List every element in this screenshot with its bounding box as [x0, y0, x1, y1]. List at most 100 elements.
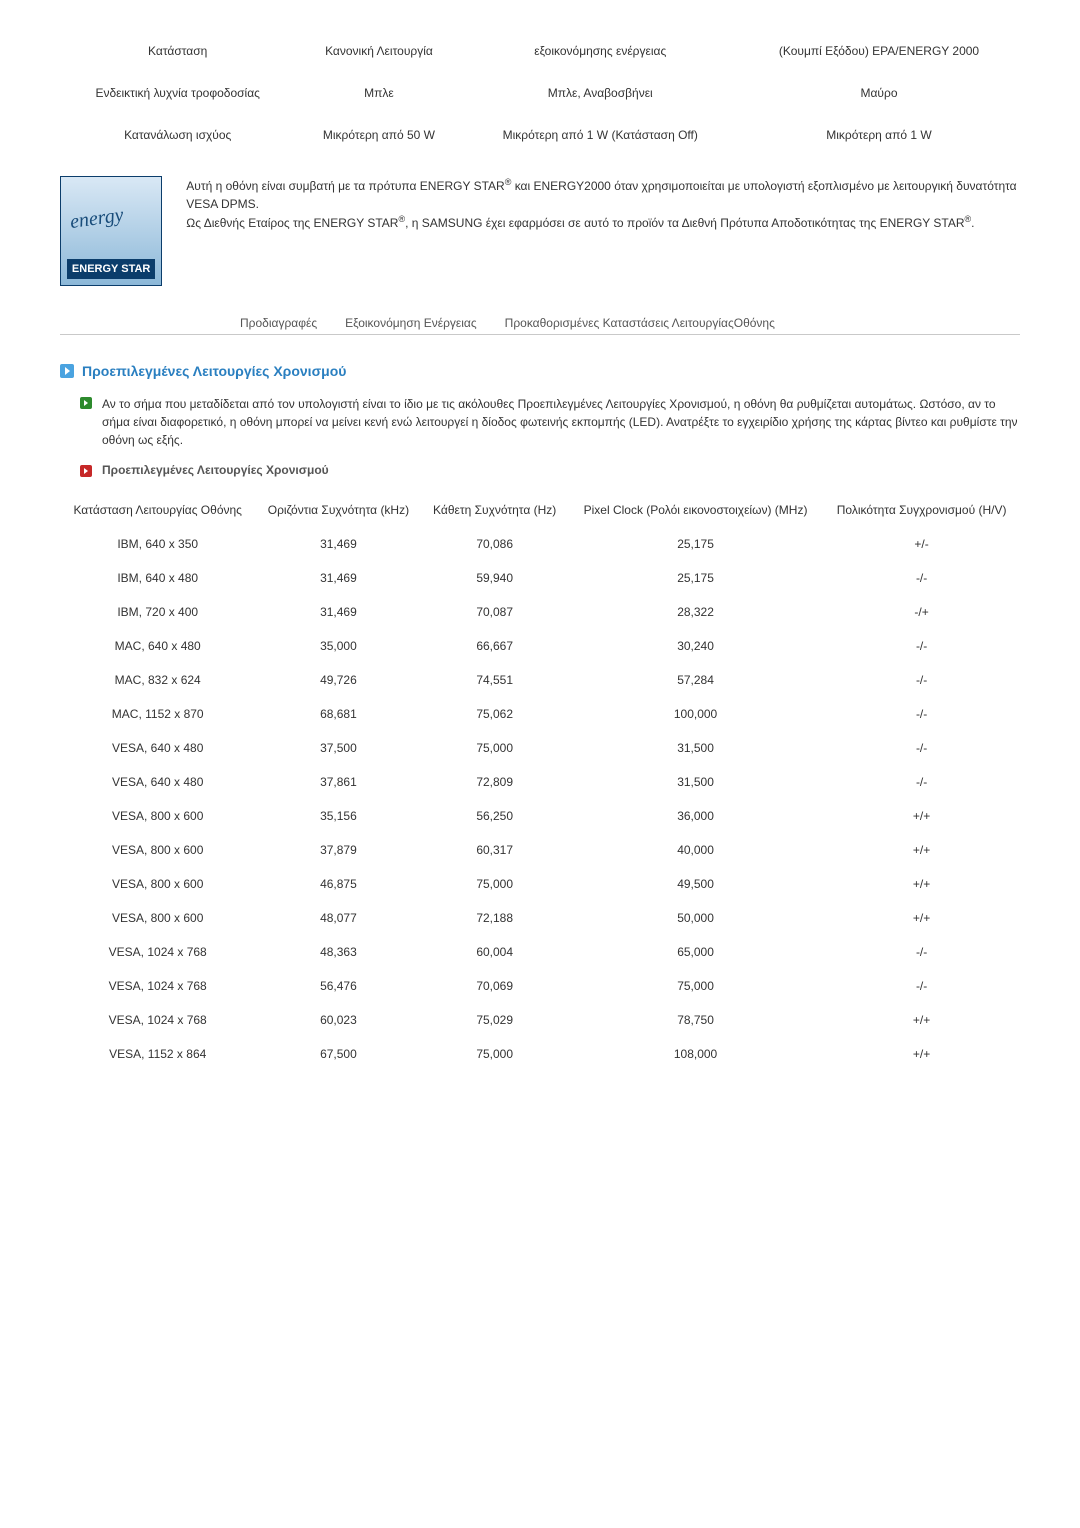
table-cell: IBM, 720 x 400: [60, 595, 255, 629]
table-cell: VESA, 1024 x 768: [60, 969, 255, 1003]
intro-paragraph: Αν το σήμα που μεταδίδεται από τον υπολο…: [102, 395, 1020, 449]
table-cell: 48,363: [255, 935, 421, 969]
table-cell: 72,809: [421, 765, 567, 799]
energy-text-p2a: Ως Διεθνής Εταίρος της ENERGY STAR: [186, 216, 398, 230]
table-cell: Μπλε: [295, 72, 462, 114]
table-cell: 56,250: [421, 799, 567, 833]
table-row: VESA, 800 x 60046,87575,00049,500+/+: [60, 867, 1020, 901]
energy-star-script: energy: [69, 199, 162, 251]
table-cell: 35,000: [255, 629, 421, 663]
table-cell: 74,551: [421, 663, 567, 697]
bullet-green-icon: [80, 397, 92, 409]
table-cell: 75,000: [421, 731, 567, 765]
modes-h3: Κάθετη Συχνότητα (Hz): [421, 493, 567, 527]
table-cell: +/+: [823, 901, 1020, 935]
table-cell: -/+: [823, 595, 1020, 629]
table-cell: 46,875: [255, 867, 421, 901]
table-cell: 36,000: [568, 799, 823, 833]
modes-h2: Οριζόντια Συχνότητα (kHz): [255, 493, 421, 527]
table-cell: +/-: [823, 527, 1020, 561]
modes-tbody: IBM, 640 x 35031,46970,08625,175+/-IBM, …: [60, 527, 1020, 1071]
table-cell: Κατανάλωση ισχύος: [60, 114, 295, 156]
table-row: MAC, 832 x 62449,72674,55157,284-/-: [60, 663, 1020, 697]
table-cell: VESA, 800 x 600: [60, 799, 255, 833]
modes-h4: Pixel Clock (Ρολόι εικονοστοιχείων) (MHz…: [568, 493, 823, 527]
table-cell: 57,284: [568, 663, 823, 697]
table-cell: 49,726: [255, 663, 421, 697]
table-cell: 35,156: [255, 799, 421, 833]
table-cell: MAC, 1152 x 870: [60, 697, 255, 731]
timing-modes-table: Κατάσταση Λειτουργίας Οθόνης Οριζόντια Σ…: [60, 493, 1020, 1071]
table-row: IBM, 640 x 48031,46959,94025,175-/-: [60, 561, 1020, 595]
table-cell: VESA, 640 x 480: [60, 765, 255, 799]
sub-head-text: Προεπιλεγμένες Λειτουργίες Χρονισμού: [102, 463, 329, 477]
table-cell: 37,500: [255, 731, 421, 765]
table-row: VESA, 640 x 48037,50075,00031,500-/-: [60, 731, 1020, 765]
table-cell: 40,000: [568, 833, 823, 867]
table-cell: VESA, 800 x 600: [60, 833, 255, 867]
table-cell: 56,476: [255, 969, 421, 1003]
table-cell: 60,023: [255, 1003, 421, 1037]
table-cell: 67,500: [255, 1037, 421, 1071]
table-cell: 70,069: [421, 969, 567, 1003]
table-cell: 108,000: [568, 1037, 823, 1071]
table-row: VESA, 1152 x 86467,50075,000108,000+/+: [60, 1037, 1020, 1071]
table-cell: 31,500: [568, 765, 823, 799]
table-row: VESA, 800 x 60035,15656,25036,000+/+: [60, 799, 1020, 833]
energy-star-text: Αυτή η οθόνη είναι συμβατή με τα πρότυπα…: [186, 176, 1020, 232]
power-states-table: ΚατάστασηΚανονική Λειτουργίαεξοικονόμηση…: [60, 30, 1020, 156]
table-cell: 78,750: [568, 1003, 823, 1037]
table-cell: IBM, 640 x 350: [60, 527, 255, 561]
bullet-red-icon: [80, 465, 92, 477]
tab-preset-modes[interactable]: Προκαθορισμένες Καταστάσεις ΛειτουργίαςΟ…: [505, 316, 775, 330]
energy-star-logo: energy ENERGY STAR: [60, 176, 162, 286]
table-cell: εξοικονόμησης ενέργειας: [463, 30, 738, 72]
table-cell: VESA, 1024 x 768: [60, 935, 255, 969]
table-cell: 66,667: [421, 629, 567, 663]
table-row: VESA, 800 x 60048,07772,18850,000+/+: [60, 901, 1020, 935]
table-row: IBM, 640 x 35031,46970,08625,175+/-: [60, 527, 1020, 561]
table-cell: 65,000: [568, 935, 823, 969]
table-cell: -/-: [823, 731, 1020, 765]
table-cell: Μικρότερη από 1 W: [738, 114, 1020, 156]
table-cell: VESA, 1024 x 768: [60, 1003, 255, 1037]
energy-text-p2: Ως Διεθνής Εταίρος της ENERGY STAR®, η S…: [186, 213, 1020, 232]
table-cell: 75,000: [421, 867, 567, 901]
table-row: MAC, 1152 x 87068,68175,062100,000-/-: [60, 697, 1020, 731]
table-cell: MAC, 832 x 624: [60, 663, 255, 697]
table-cell: Μικρότερη από 1 W (Κατάσταση Off): [463, 114, 738, 156]
energy-text-p1: Αυτή η οθόνη είναι συμβατή με τα πρότυπα…: [186, 176, 1020, 213]
table-cell: -/-: [823, 561, 1020, 595]
table-row: ΚατάστασηΚανονική Λειτουργίαεξοικονόμηση…: [60, 30, 1020, 72]
power-states-tbody: ΚατάστασηΚανονική Λειτουργίαεξοικονόμηση…: [60, 30, 1020, 156]
energy-text-p2b: , η SAMSUNG έχει εφαρμόσει σε αυτό το πρ…: [405, 216, 964, 230]
table-cell: MAC, 640 x 480: [60, 629, 255, 663]
table-cell: Μικρότερη από 50 W: [295, 114, 462, 156]
tab-specs[interactable]: Προδιαγραφές: [240, 316, 317, 330]
table-cell: Ενδεικτική λυχνία τροφοδοσίας: [60, 72, 295, 114]
table-cell: VESA, 800 x 600: [60, 867, 255, 901]
intro-row: Αν το σήμα που μεταδίδεται από τον υπολο…: [80, 395, 1020, 449]
table-cell: 70,087: [421, 595, 567, 629]
table-cell: 68,681: [255, 697, 421, 731]
table-cell: Μπλε, Αναβοσβήνει: [463, 72, 738, 114]
table-cell: -/-: [823, 697, 1020, 731]
table-cell: 60,004: [421, 935, 567, 969]
table-cell: 59,940: [421, 561, 567, 595]
table-cell: Κατάσταση: [60, 30, 295, 72]
table-cell: Κανονική Λειτουργία: [295, 30, 462, 72]
table-cell: 25,175: [568, 527, 823, 561]
table-row: IBM, 720 x 40031,46970,08728,322-/+: [60, 595, 1020, 629]
table-row: VESA, 1024 x 76848,36360,00465,000-/-: [60, 935, 1020, 969]
table-cell: 28,322: [568, 595, 823, 629]
table-cell: Μαύρο: [738, 72, 1020, 114]
table-cell: 49,500: [568, 867, 823, 901]
table-cell: VESA, 640 x 480: [60, 731, 255, 765]
energy-text-p1a: Αυτή η οθόνη είναι συμβατή με τα πρότυπα…: [186, 179, 504, 193]
modes-header-row: Κατάσταση Λειτουργίας Οθόνης Οριζόντια Σ…: [60, 493, 1020, 527]
table-row: VESA, 800 x 60037,87960,31740,000+/+: [60, 833, 1020, 867]
tab-energy-saving[interactable]: Εξοικονόμηση Ενέργειας: [345, 316, 477, 330]
table-cell: 37,861: [255, 765, 421, 799]
table-cell: 37,879: [255, 833, 421, 867]
section-head: Προεπιλεγμένες Λειτουργίες Χρονισμού: [60, 363, 1020, 379]
